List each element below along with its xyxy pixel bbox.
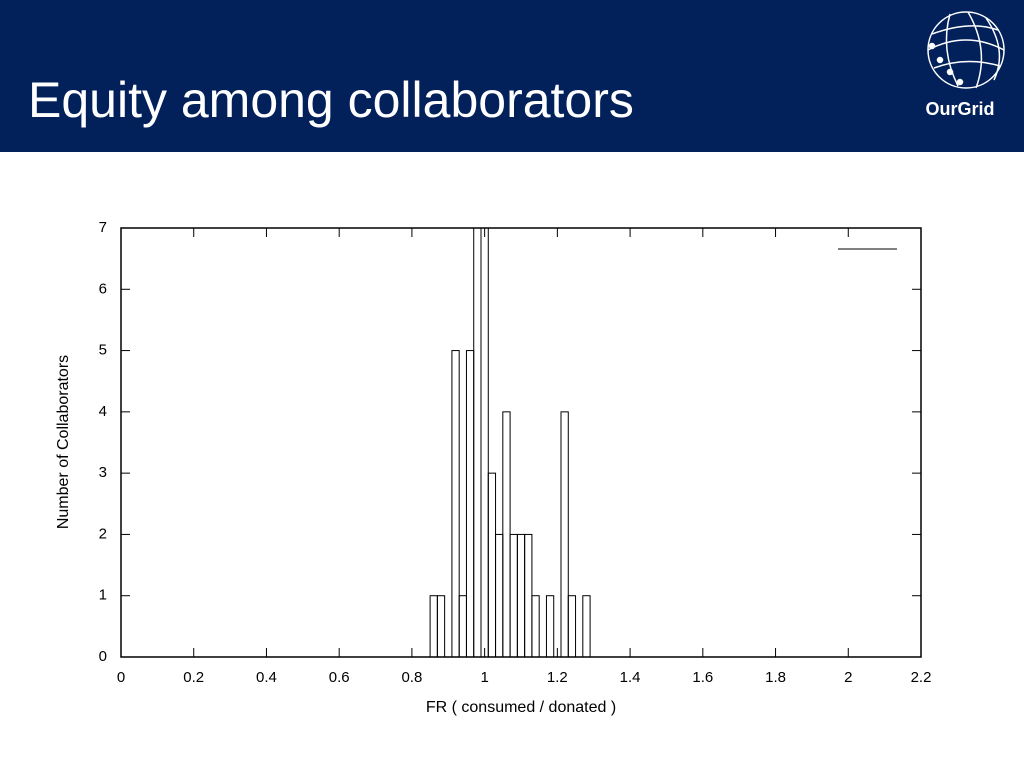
bar	[560, 411, 569, 658]
x-tick-label: 0.2	[183, 669, 204, 686]
x-tick-label: 1.8	[765, 669, 786, 686]
x-tick-label: 0.4	[256, 669, 277, 686]
bar	[429, 595, 438, 658]
x-tick-label: 0.6	[329, 669, 350, 686]
y-tick-label: 6	[99, 280, 107, 297]
y-axis-label: Number of Collaborators	[55, 355, 72, 529]
bar	[487, 472, 497, 658]
y-tick-label: 1	[99, 587, 107, 604]
header-band	[0, 0, 1024, 152]
bar	[516, 533, 526, 658]
x-tick-label: 1.4	[620, 669, 641, 686]
y-tick-label: 0	[99, 648, 107, 665]
bar	[502, 411, 511, 658]
bar	[436, 595, 446, 658]
x-tick-label: 1	[480, 669, 488, 686]
x-tick-label: 0	[117, 669, 125, 686]
bar	[480, 227, 489, 658]
bar	[582, 595, 591, 658]
bar	[465, 350, 475, 658]
bar	[458, 595, 467, 658]
bar	[531, 595, 540, 658]
logo-globe	[927, 11, 1005, 89]
x-tick-label: 0.8	[401, 669, 422, 686]
x-tick-label: 2	[844, 669, 852, 686]
x-tick-label: 1.2	[547, 669, 568, 686]
x-axis-label: FR ( consumed / donated )	[426, 699, 616, 716]
y-tick-label: 5	[99, 342, 107, 359]
bar	[545, 595, 555, 658]
x-tick-label: 2.2	[911, 669, 932, 686]
bar	[524, 533, 533, 658]
x-tick-label: 1.6	[692, 669, 713, 686]
y-tick-label: 4	[99, 403, 107, 420]
bar	[509, 533, 518, 658]
y-tick-label: 3	[99, 464, 107, 481]
bar	[567, 595, 577, 658]
bar	[451, 350, 460, 658]
slide-title: Equity among collaborators	[28, 72, 634, 128]
logo-text: OurGrid	[925, 99, 994, 119]
bar	[473, 227, 482, 658]
plot-frame	[120, 227, 922, 658]
y-tick-label: 7	[99, 219, 107, 236]
y-tick-label: 2	[99, 525, 107, 542]
bar	[495, 533, 504, 658]
